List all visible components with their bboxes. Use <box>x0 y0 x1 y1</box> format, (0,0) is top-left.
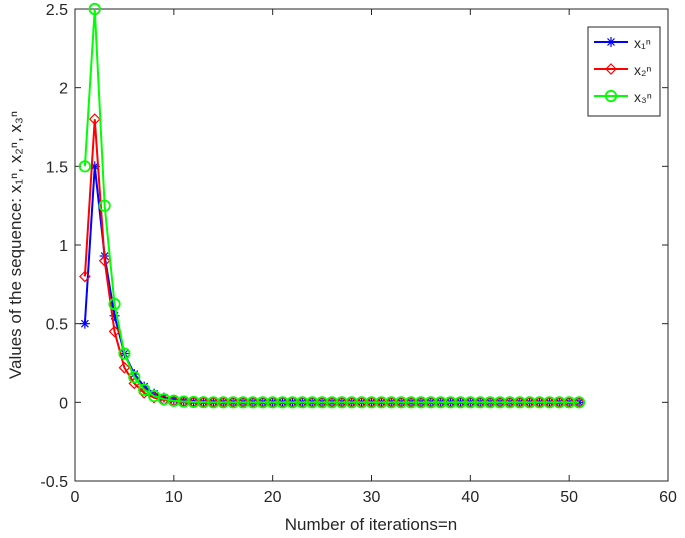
x-axis-label: Number of iterations=n <box>285 515 457 534</box>
data-point <box>88 2 101 16</box>
data-point <box>79 318 90 329</box>
legend-marker <box>605 63 617 75</box>
legend-label: x₃ⁿ <box>634 89 652 105</box>
data-point <box>108 325 121 338</box>
legend-label: x₂ⁿ <box>634 62 652 78</box>
legend: x₁ⁿ x₂ⁿ x₃ⁿ <box>587 26 661 117</box>
axes-box <box>74 8 669 482</box>
x-tick-label: 60 <box>659 489 677 506</box>
x-tick-label: 20 <box>264 489 282 506</box>
x-tick-label: 0 <box>71 489 80 506</box>
legend-label: x₁ⁿ <box>634 35 651 51</box>
y-tick-label: -0.5 <box>40 474 68 491</box>
data-point <box>572 396 586 409</box>
y-tick-label: 1.5 <box>46 159 68 176</box>
plot-area <box>74 8 669 482</box>
y-tick-label: 2.5 <box>46 2 68 19</box>
data-point <box>88 113 101 125</box>
legend-entry: x₁ⁿ <box>594 35 651 51</box>
series-3 <box>78 2 586 409</box>
data-point <box>98 199 111 212</box>
series-line <box>83 8 580 404</box>
x-tick-label: 50 <box>560 489 578 506</box>
series-layer <box>78 2 586 409</box>
legend-marker <box>604 89 618 103</box>
data-point <box>108 297 121 311</box>
data-point <box>118 347 131 360</box>
y-tick-label: 1 <box>59 238 68 255</box>
x-tick-label: 40 <box>461 489 479 506</box>
x-tick-label: 30 <box>363 489 381 506</box>
data-point <box>138 383 151 396</box>
axis-ticks: 0 10 20 30 40 50 60-0.500.511.522.5 <box>40 2 677 506</box>
legend-marker <box>606 37 616 47</box>
data-point <box>78 160 91 173</box>
y-tick-label: 2 <box>59 81 68 98</box>
y-axis-label: Values of the sequence: x₁ⁿ, x₂ⁿ, x₃ⁿ <box>6 111 25 379</box>
y-tick-label: 0 <box>59 395 68 412</box>
legend-entry: x₂ⁿ <box>594 62 652 78</box>
y-tick-label: 0.5 <box>46 317 68 334</box>
data-point <box>118 361 131 374</box>
data-point <box>79 270 91 283</box>
legend-entry: x₃ⁿ <box>594 89 652 105</box>
x-tick-label: 10 <box>165 489 183 506</box>
data-point <box>98 254 111 267</box>
data-point <box>148 391 160 404</box>
data-point <box>128 371 141 384</box>
